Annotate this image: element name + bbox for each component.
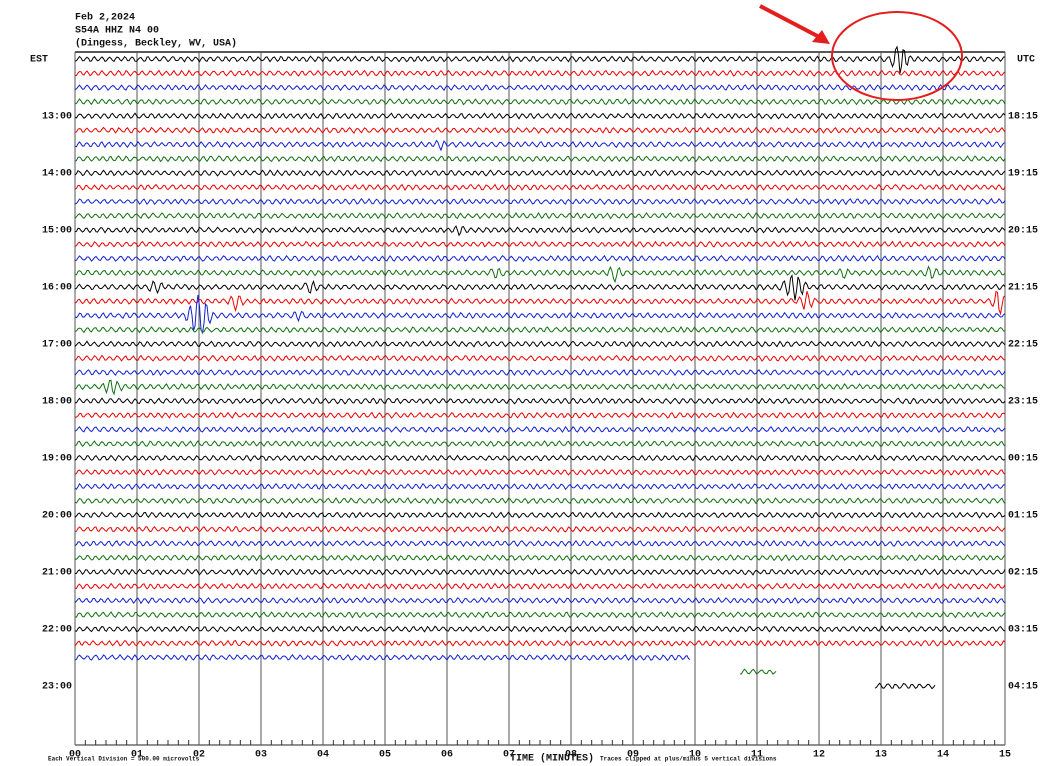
x-tick-label: 12 (813, 750, 825, 761)
x-tick-label: 00 (69, 750, 81, 761)
trace (74, 126, 1006, 134)
trace (74, 596, 1006, 605)
x-tick-label: 03 (255, 750, 267, 761)
x-tick-label: 06 (441, 750, 453, 761)
trace (74, 440, 1006, 448)
trace (74, 639, 1006, 647)
left-time-label: 19:00 (42, 454, 72, 465)
left-time-label: 16:00 (42, 283, 72, 294)
x-tick-label: 11 (751, 750, 763, 761)
right-time-label: 02:15 (1008, 568, 1038, 579)
x-tick-label: 14 (937, 750, 949, 761)
trace (74, 354, 1006, 362)
trace (74, 169, 1006, 177)
right-time-label: 03:15 (1008, 625, 1038, 636)
x-tick-label: 08 (565, 750, 577, 761)
left-time-label: 21:00 (42, 568, 72, 579)
trace (74, 425, 1006, 434)
x-tick-label: 04 (317, 750, 329, 761)
trace (74, 212, 1006, 220)
trace (74, 225, 1006, 237)
trace (75, 554, 1006, 562)
right-time-label: 04:15 (1008, 682, 1038, 693)
labels: 00 01 02 03 04 05 06 07 08 09 10 11 12 13 14 15 13:00 18:… (42, 112, 1038, 761)
trace (74, 265, 1006, 284)
right-axis-title: UTC (1017, 55, 1035, 66)
trace (74, 368, 1006, 377)
trace (74, 294, 1006, 335)
trace (74, 254, 1006, 263)
footer-clip: Traces clipped at plus/minus 5 vertical … (600, 756, 777, 763)
trace (74, 625, 1006, 633)
trace (74, 497, 1006, 505)
trace (74, 183, 1006, 191)
right-time-label: 22:15 (1008, 340, 1038, 351)
trace (74, 69, 1006, 77)
left-time-label: 18:00 (42, 397, 72, 408)
left-time-label: 22:00 (42, 625, 72, 636)
trace (74, 290, 1006, 316)
trace (74, 379, 1006, 396)
trace (74, 539, 1006, 548)
trace (74, 454, 1006, 462)
trace (74, 482, 1006, 491)
right-time-label: 00:15 (1008, 454, 1038, 465)
left-time-label: 23:00 (42, 682, 72, 693)
trace (74, 197, 1006, 206)
header-location: (Dingess, Beckley, WV, USA) (75, 38, 237, 50)
left-time-label: 20:00 (42, 511, 72, 522)
right-time-label: 19:15 (1008, 169, 1038, 180)
trace (74, 568, 1006, 576)
trace (74, 340, 1006, 348)
trace (74, 511, 1006, 519)
x-tick-label: 15 (999, 750, 1011, 761)
trace (74, 582, 1006, 590)
trace (74, 83, 1006, 92)
trace (74, 240, 1006, 248)
x-tick-label: 07 (503, 750, 515, 761)
trace (74, 112, 1006, 120)
x-tick-label: 05 (379, 750, 391, 761)
x-tick-label: 13 (875, 750, 887, 761)
trace (74, 98, 1006, 106)
trace (74, 45, 1006, 74)
trace (74, 611, 1006, 619)
trace (74, 653, 691, 662)
trace (74, 525, 1006, 533)
trace (74, 139, 1006, 152)
x-tick-label: 02 (193, 750, 205, 761)
right-time-label: 21:15 (1008, 283, 1038, 294)
right-time-label: 20:15 (1008, 226, 1038, 237)
left-time-label: 13:00 (42, 112, 72, 123)
x-tick-label: 10 (689, 750, 701, 761)
traces (74, 45, 1006, 690)
annotation-arrow (759, 4, 826, 42)
x-axis-title: TIME (MINUTES) (510, 753, 594, 765)
trace (74, 468, 1006, 476)
right-time-label: 18:15 (1008, 112, 1038, 123)
trace (75, 397, 1006, 405)
x-tick-label: 09 (627, 750, 639, 761)
annotation-arrowhead (812, 30, 830, 44)
left-time-label: 14:00 (42, 169, 72, 180)
trace (874, 682, 936, 690)
left-time-label: 17:00 (42, 340, 72, 351)
annotation-circle (831, 11, 963, 101)
trace (74, 273, 1006, 301)
trace (74, 411, 1006, 419)
trace (739, 668, 777, 675)
trace (74, 326, 1006, 334)
header-date: Feb 2,2024 (75, 12, 135, 24)
left-axis-title: EST (30, 55, 48, 66)
trace (74, 155, 1006, 163)
right-time-label: 23:15 (1008, 397, 1038, 408)
header-station: S54A HHZ N4 00 (75, 26, 159, 37)
x-tick-label: 01 (131, 750, 143, 761)
footer-scale: Each Vertical Division = 500.00 microvol… (48, 756, 200, 763)
right-time-label: 01:15 (1008, 511, 1038, 522)
left-time-label: 15:00 (42, 226, 72, 237)
